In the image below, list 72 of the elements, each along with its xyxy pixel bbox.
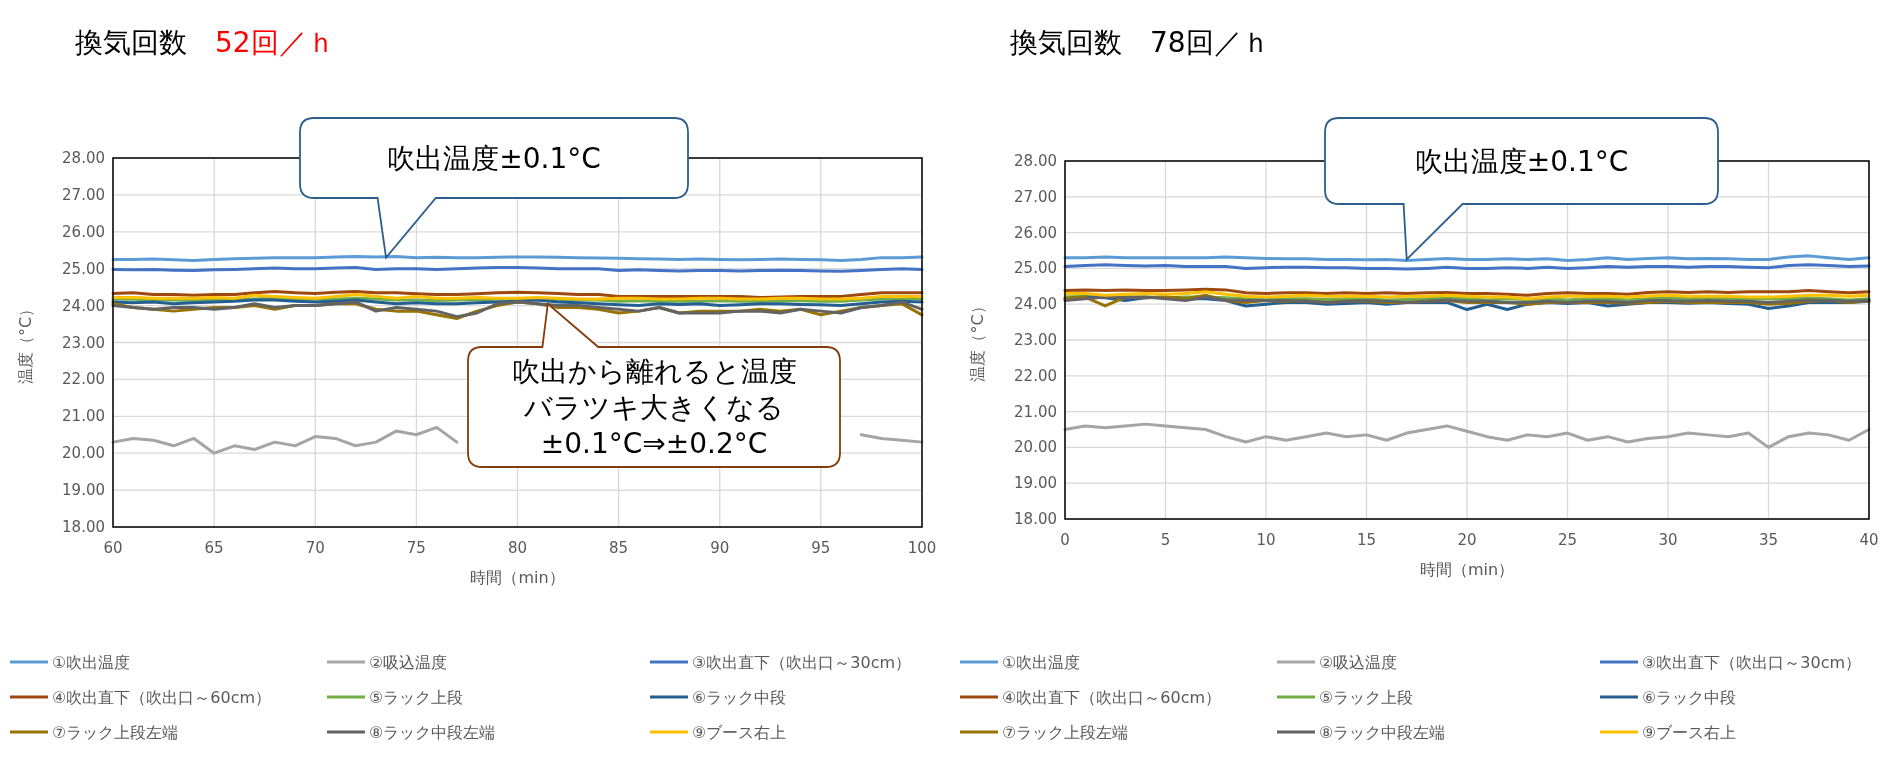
chart-subtitle: 78回／ｈ	[1150, 26, 1270, 59]
y-axis-title: 温度（°C）	[16, 300, 35, 385]
legend-label: ①吹出温度	[52, 653, 131, 672]
x-tick-label: 35	[1758, 531, 1779, 549]
x-tick-label: 80	[507, 539, 528, 557]
chart-title: 換気回数	[75, 26, 187, 59]
y-tick-label: 18.00	[1014, 510, 1057, 528]
legend-label: ①吹出温度	[1002, 653, 1081, 672]
x-tick-label: 60	[103, 539, 123, 557]
x-tick-label: 15	[1356, 531, 1377, 549]
legend-label: ④吹出直下（吹出口～60cm）	[1002, 688, 1222, 707]
line-series	[1063, 290, 1871, 301]
y-tick-label: 27.00	[1014, 187, 1057, 206]
y-tick-label: 23.00	[1014, 331, 1057, 349]
legend-label: ⑤ラック上段	[369, 688, 464, 707]
x-tick-label: 90	[710, 539, 730, 557]
legend-label: ④吹出直下（吹出口～60cm）	[52, 688, 272, 707]
x-tick-label: 10	[1256, 531, 1276, 549]
x-tick-label: 70	[305, 539, 325, 557]
annotation: 吹出温度±0.1°C	[387, 142, 601, 175]
y-tick-label: 25.00	[1014, 259, 1057, 278]
x-tick-label: 65	[204, 539, 224, 557]
y-tick-label: 28.00	[1014, 152, 1057, 170]
y-axis-title: 温度（°C）	[968, 298, 987, 382]
y-tick-label: 21.00	[62, 407, 105, 426]
y-tick-label: 25.00	[62, 259, 105, 278]
line-series	[1063, 287, 1871, 297]
legend-label: ⑥ラック中段	[1642, 688, 1737, 707]
y-tick-label: 18.00	[62, 518, 105, 536]
y-tick-label: 19.00	[1014, 474, 1057, 493]
y-tick-label: 21.00	[1014, 402, 1057, 421]
x-axis-title: 時間（min）	[470, 568, 565, 587]
legend-label: ⑨ブース右上	[1642, 723, 1737, 742]
chart-title: 換気回数	[1010, 26, 1122, 59]
x-tick-label: 40	[1859, 531, 1879, 549]
y-tick-label: 19.00	[62, 481, 105, 500]
y-tick-label: 28.00	[62, 149, 105, 167]
legend-label: ⑨ブース右上	[692, 723, 787, 742]
x-tick-label: 5	[1160, 531, 1171, 549]
legend-label: ⑧ラック中段左端	[1319, 723, 1446, 742]
x-axis-title: 時間（min）	[1419, 560, 1515, 579]
legend-label: ③吹出直下（吹出口～30cm）	[1642, 653, 1862, 672]
y-tick-label: 24.00	[62, 296, 105, 315]
chart-subtitle: 52回／ｈ	[215, 26, 335, 59]
line-series	[1063, 422, 1871, 449]
y-tick-label: 24.00	[1014, 295, 1057, 314]
x-tick-label: 100	[907, 539, 937, 557]
legend-label: ②吸込温度	[369, 653, 448, 672]
y-tick-label: 20.00	[1014, 438, 1057, 457]
x-tick-label: 20	[1457, 531, 1477, 549]
legend-label: ②吸込温度	[1319, 653, 1398, 672]
x-tick-label: 30	[1658, 531, 1678, 549]
x-tick-label: 75	[406, 539, 426, 557]
legend-label: ⑦ラック上段左端	[52, 723, 179, 742]
legend-label: ③吹出直下（吹出口～30cm）	[692, 653, 912, 672]
legend-label: ⑦ラック上段左端	[1002, 723, 1129, 742]
legend-label: ⑥ラック中段	[692, 688, 787, 707]
x-tick-label: 0	[1060, 531, 1070, 549]
x-tick-label: 25	[1557, 531, 1578, 549]
legend-label: ⑧ラック中段左端	[369, 723, 496, 742]
legend-label: ⑤ラック上段	[1319, 688, 1414, 707]
y-tick-label: 20.00	[62, 444, 105, 463]
y-tick-label: 22.00	[62, 370, 105, 389]
annotation: 吹出温度±0.1°C	[1414, 145, 1629, 178]
y-tick-label: 26.00	[62, 222, 105, 241]
x-tick-label: 95	[811, 539, 831, 557]
annotation: 吹出から離れると温度バラツキ大きくなる±0.1°C⇒±0.2°C	[511, 355, 797, 460]
y-tick-label: 27.00	[62, 185, 105, 204]
x-tick-label: 85	[609, 539, 629, 557]
y-tick-label: 26.00	[1014, 223, 1057, 242]
y-tick-label: 23.00	[62, 333, 105, 352]
y-tick-label: 22.00	[1014, 366, 1057, 385]
